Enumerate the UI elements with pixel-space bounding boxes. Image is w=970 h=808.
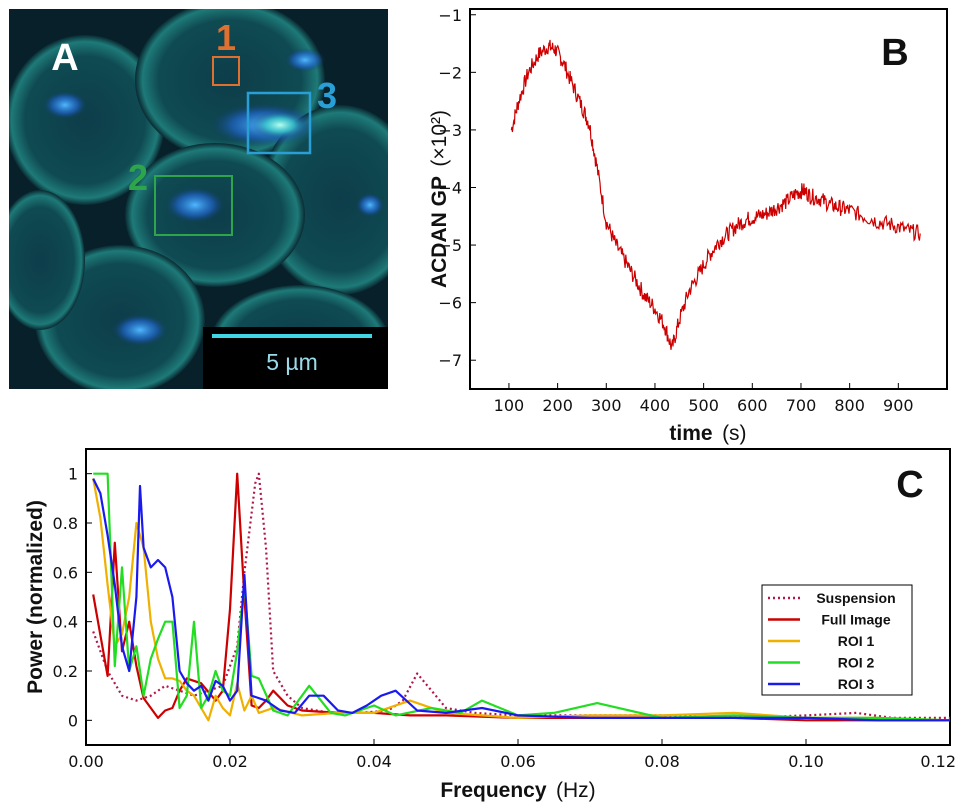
y-tick-label-b: −2	[438, 63, 462, 82]
plot-frame-b	[469, 8, 948, 390]
scale-bar-label: 5 µm	[266, 349, 318, 375]
cell	[9, 35, 165, 205]
nucleus-spot	[112, 314, 168, 346]
panel-letter-b: B	[881, 32, 908, 74]
y-tick-label-c: 0	[68, 711, 78, 730]
nucleus-spot	[165, 187, 225, 223]
y-tick-label-b: −6	[438, 294, 462, 313]
legend-label: ROI 1	[838, 633, 875, 649]
nucleus-spot	[285, 48, 325, 72]
legend-label: Full Image	[821, 612, 890, 628]
x-tick-label-b: 300	[591, 396, 622, 415]
x-axis-title-c: Frequency	[440, 779, 547, 802]
x-tick-label-b: 400	[640, 396, 671, 415]
cell	[9, 190, 85, 330]
x-tick-label-b: 700	[786, 396, 817, 415]
panel-a-micrograph: 1 2 3 5 µm A	[9, 9, 388, 389]
nucleus-spot	[356, 193, 384, 217]
x-axis-label-c: Frequency (Hz)	[440, 779, 595, 802]
axis-ticks-c: 0.00 0.02 0.04 0.06 0.08 0.10 0.12 0 0.2 0.4 0.6 0.…	[53, 465, 956, 771]
roi-1-box	[212, 56, 240, 86]
y-axis-title-b: ACDAN GP	[428, 176, 451, 288]
y-tick-label-b: −5	[438, 236, 462, 255]
y-tick-label-c: 1	[68, 465, 78, 484]
y-tick-label-b: −7	[438, 351, 462, 370]
roi-1-label: 1	[216, 17, 236, 58]
roi-3-box	[246, 91, 312, 155]
series-line-roi-3	[92, 478, 950, 722]
x-tick-label-c: 0.12	[920, 752, 956, 771]
y-tick-label-b: −4	[438, 178, 462, 197]
x-tick-label-b: 100	[494, 396, 525, 415]
series-line-roi-1	[92, 478, 951, 722]
x-tick-label-c: 0.08	[644, 752, 680, 771]
x-tick-label-b: 800	[834, 396, 865, 415]
y-axis-label-c: Power (normalized)	[24, 500, 47, 694]
x-tick-label-b: 500	[688, 396, 719, 415]
nucleus-spot	[43, 91, 87, 119]
roi-2-box	[154, 175, 233, 236]
y-tick-label-b: −3	[438, 121, 462, 140]
x-tick-label-b: 200	[542, 396, 573, 415]
series-line-b	[510, 39, 921, 350]
panel-letter-a: A	[51, 37, 78, 79]
x-tick-label-c: 0.02	[212, 752, 248, 771]
x-tick-label-b: 600	[737, 396, 768, 415]
panel-c-chart: 0.00 0.02 0.04 0.06 0.08 0.10 0.12 0 0.2 0.4 0.6 0.…	[24, 448, 956, 802]
y-tick-label-c: 0.4	[53, 613, 78, 632]
scale-bar	[212, 334, 372, 338]
roi-3-label: 3	[317, 75, 337, 116]
legend-c: Suspension Full Image ROI 1 ROI 2 ROI 3	[761, 584, 913, 696]
x-axis-label-b: time (s)	[669, 422, 746, 445]
x-tick-label-c: 0.04	[356, 752, 392, 771]
x-tick-label-c: 0.10	[788, 752, 824, 771]
legend-label: ROI 3	[838, 676, 875, 692]
bright-spot	[252, 111, 308, 139]
panel-letter-c: C	[896, 464, 923, 506]
x-tick-label-b: 900	[883, 396, 914, 415]
roi-2-label: 2	[128, 157, 148, 198]
panel-b-chart: 100 200 300 400 500 600 700 800 900 −7 −6 −5 −4 −3 −2 −…	[428, 6, 948, 445]
axis-ticks-b: 100 200 300 400 500 600 700 800 900 −7 −6 −5 −4 −3 −2 −…	[438, 6, 913, 415]
y-axis-unit-b: (×10²)	[428, 110, 451, 167]
y-tick-label-c: 0.8	[53, 514, 78, 533]
x-axis-unit-b: (s)	[722, 422, 747, 445]
y-tick-label-c: 0.6	[53, 563, 78, 582]
y-tick-label-c: 0.2	[53, 662, 78, 681]
legend-label: ROI 2	[838, 655, 875, 671]
legend-label: Suspension	[816, 590, 895, 606]
series-lines-c	[92, 472, 951, 722]
y-tick-label-b: −1	[438, 6, 462, 25]
y-axis-label-b: ACDAN GP (×10²)	[428, 110, 451, 288]
x-tick-label-c: 0.00	[68, 752, 104, 771]
x-axis-unit-c: (Hz)	[556, 779, 596, 802]
x-axis-title-b: time	[669, 422, 712, 445]
x-tick-label-c: 0.06	[500, 752, 536, 771]
